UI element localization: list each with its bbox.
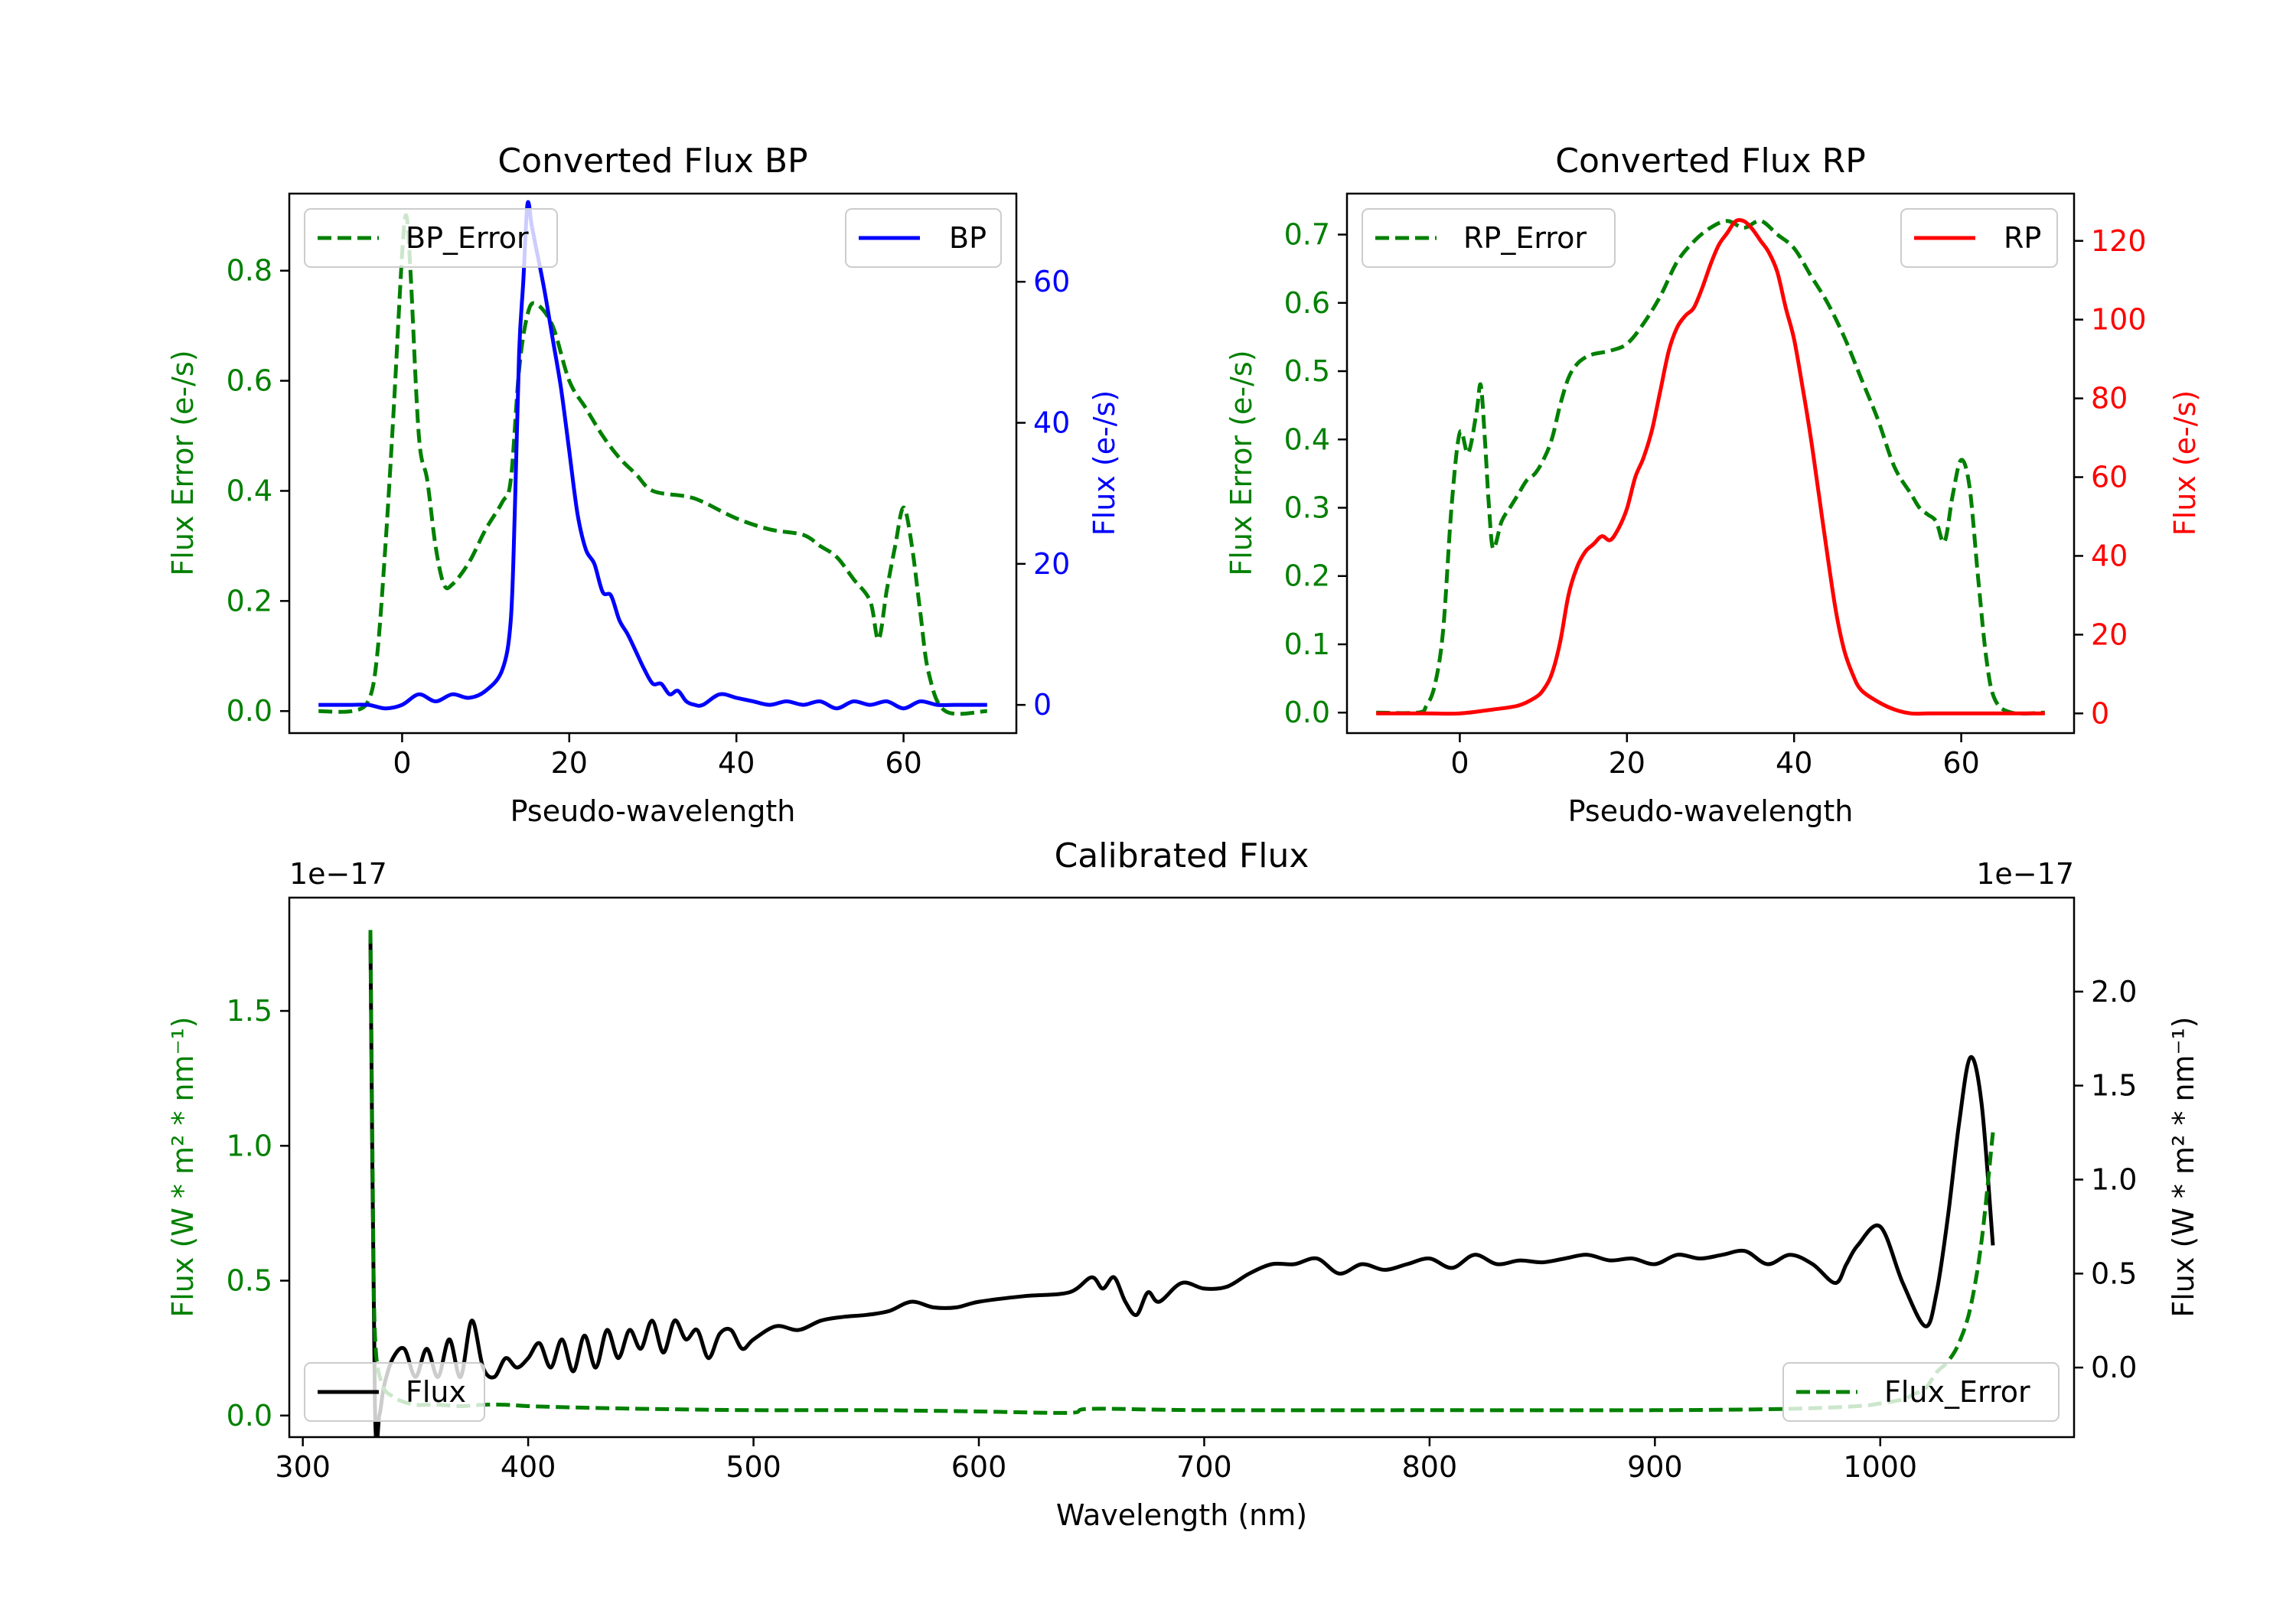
rp-right-tick-label: 60 — [2091, 461, 2128, 494]
rp-right-tick-label: 120 — [2091, 224, 2147, 258]
calibrated-x-ticks: 300 400 500 600 700 800 900 1000 — [275, 1437, 1917, 1484]
rp-right-ticks: 0 20 40 60 80 100 120 — [2074, 224, 2147, 730]
cal-right-tick-label: 0.5 — [2091, 1257, 2137, 1290]
rp-right-tick-label: 100 — [2091, 303, 2147, 337]
rp-x-ticks: 0 20 40 60 — [1450, 733, 1980, 780]
cal-left-tick-label: 1.5 — [227, 994, 272, 1028]
rp-right-tick-label: 40 — [2091, 539, 2128, 572]
bp-legend: BP — [845, 208, 1002, 268]
flux-legend-label: Flux — [406, 1375, 466, 1409]
bp-x-tick-label: 20 — [551, 746, 588, 780]
cal-left-tick-label: 0.5 — [227, 1264, 272, 1298]
rp-right-tick-label: 80 — [2091, 382, 2128, 416]
bp-title: Converted Flux BP — [497, 142, 807, 181]
bp-axes-frame — [288, 192, 1018, 735]
bp-error-legend: BP_Error — [304, 208, 558, 268]
bp-x-tick-label: 40 — [718, 746, 755, 780]
cal-right-tick-label: 0.0 — [2091, 1351, 2137, 1384]
cal-right-tick-label: 2.0 — [2091, 975, 2137, 1009]
cal-right-tick-label: 1.5 — [2091, 1069, 2137, 1103]
bp-left-tick-label: 0.6 — [227, 364, 272, 398]
bp-x-ticks: 0 20 40 60 — [393, 733, 922, 780]
calibrated-panel: Calibrated Flux 1e−17 1e−17 300 400 500 600… — [166, 836, 2200, 1532]
flux-error-legend: Flux_Error — [1782, 1362, 2060, 1422]
bp-left-tick-label: 0.0 — [227, 694, 272, 728]
bp-series-bp-line — [318, 200, 987, 711]
cal-right-tick-label: 1.0 — [2091, 1162, 2137, 1196]
bp-right-tick-label: 0 — [1033, 688, 1052, 722]
rp-left-tick-label: 0.3 — [1284, 491, 1330, 525]
cal-left-tick-label: 0.0 — [227, 1399, 272, 1433]
bp-error-legend-label: BP_Error — [406, 221, 529, 255]
bp-x-tick-label: 60 — [885, 746, 921, 780]
rp-left-tick-label: 0.7 — [1284, 218, 1330, 252]
cal-x-tick-label: 800 — [1402, 1450, 1458, 1484]
rp-x-tick-label: 60 — [1942, 746, 1979, 780]
bp-right-axis-label: Flux (e-/s) — [1088, 390, 1121, 536]
calibrated-left-ticks: 0.0 0.5 1.0 1.5 — [227, 994, 289, 1433]
rp-left-tick-label: 0.2 — [1284, 559, 1330, 593]
cal-x-tick-label: 1000 — [1843, 1450, 1917, 1484]
calibrated-axes-frame — [288, 896, 2076, 1439]
cal-x-tick-label: 400 — [501, 1450, 556, 1484]
rp-panel: Converted Flux RP 0 20 40 60 0.00.10.20.30.… — [1225, 142, 2202, 828]
rp-left-tick-label: 0.6 — [1284, 286, 1330, 320]
cal-x-tick-label: 900 — [1627, 1450, 1683, 1484]
bp-left-tick-label: 0.4 — [227, 474, 272, 507]
cal-x-tick-label: 600 — [951, 1450, 1007, 1484]
rp-left-tick-label: 0.0 — [1284, 696, 1330, 729]
rp-legend-label: RP — [2004, 221, 2041, 255]
calibrated-right-axis-label: Flux (W * m² * nm⁻¹) — [2167, 1016, 2200, 1317]
rp-error-legend: RP_Error — [1362, 208, 1616, 268]
calibrated-x-label: Wavelength (nm) — [1056, 1498, 1307, 1532]
cal-x-tick-label: 500 — [726, 1450, 781, 1484]
bp-right-tick-label: 40 — [1033, 406, 1070, 440]
bp-left-axis-label: Flux Error (e-/s) — [166, 350, 200, 575]
rp-right-tick-label: 20 — [2091, 618, 2128, 651]
calibrated-left-axis-label: Flux (W * m² * nm⁻¹) — [166, 1016, 200, 1317]
rp-left-ticks: 0.0 0.1 0.2 0.3 0.4 0.5 0.6 0.7 — [1284, 218, 1347, 729]
rp-legend: RP — [1900, 208, 2058, 268]
rp-plot-area — [1376, 217, 2045, 716]
bp-panel: Converted Flux BP 0 20 40 60 0.00.20.40.60.… — [166, 142, 1121, 828]
calibrated-title: Calibrated Flux — [1055, 836, 1309, 875]
cal-x-tick-label: 700 — [1176, 1450, 1232, 1484]
rp-axes-frame — [1345, 192, 2076, 735]
rp-error-legend-label: RP_Error — [1463, 221, 1587, 255]
rp-title: Converted Flux RP — [1555, 142, 1866, 181]
calibrated-right-offset-label: 1e−17 — [1976, 857, 2074, 891]
rp-x-tick-label: 20 — [1609, 746, 1645, 780]
bp-right-tick-label: 20 — [1033, 547, 1070, 581]
bp-right-tick-label: 60 — [1033, 265, 1070, 298]
rp-series-rp-error-line — [1376, 219, 2045, 716]
rp-right-axis-label: Flux (e-/s) — [2168, 390, 2202, 536]
rp-right-tick-label: 0 — [2091, 696, 2109, 730]
rp-series-rp-line — [1376, 217, 2045, 716]
bp-right-ticks: 0 20 40 60 — [1016, 265, 1070, 722]
rp-left-axis-label: Flux Error (e-/s) — [1225, 350, 1258, 575]
cal-series-flux-line — [368, 935, 1995, 1437]
rp-x-tick-label: 0 — [1450, 746, 1469, 780]
flux-error-legend-label: Flux_Error — [1884, 1375, 2030, 1409]
bp-x-tick-label: 0 — [393, 746, 411, 780]
flux-legend: Flux — [304, 1362, 485, 1422]
rp-x-label: Pseudo-wavelength — [1568, 794, 1854, 828]
rp-left-tick-label: 0.4 — [1284, 422, 1330, 456]
bp-left-tick-label: 0.2 — [227, 584, 272, 618]
rp-left-tick-label: 0.5 — [1284, 354, 1330, 388]
cal-x-tick-label: 300 — [275, 1450, 331, 1484]
calibrated-right-ticks: 0.0 0.5 1.0 1.5 2.0 — [2074, 975, 2137, 1384]
rp-x-tick-label: 40 — [1776, 746, 1812, 780]
bp-left-ticks: 0.0 0.2 0.4 0.6 0.8 — [227, 254, 289, 728]
cal-left-tick-label: 1.0 — [227, 1129, 272, 1162]
rp-left-tick-label: 0.1 — [1284, 627, 1330, 661]
calibrated-left-offset-label: 1e−17 — [289, 857, 387, 891]
bp-legend-label: BP — [949, 221, 987, 255]
bp-left-tick-label: 0.8 — [227, 254, 272, 288]
bp-x-label: Pseudo-wavelength — [510, 794, 796, 828]
